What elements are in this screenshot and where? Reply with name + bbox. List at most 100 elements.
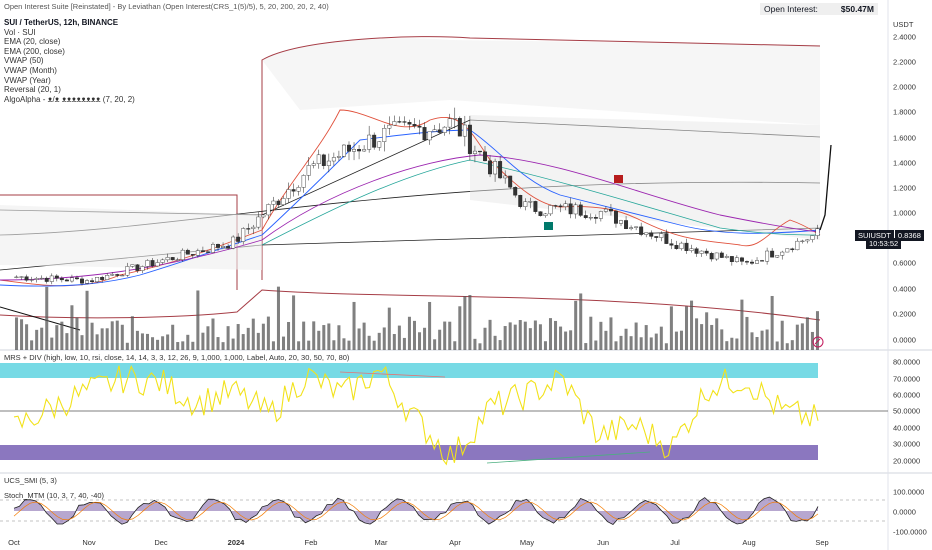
volume-bar [453,341,457,350]
rsi-tick-label: 40.0000 [893,423,921,433]
legend-item[interactable]: Vol · SUI [4,27,36,37]
stoch-pane-title[interactable]: Stoch_MTM (10, 3, 7, 40, -40) [4,491,105,500]
candle-body [674,245,679,249]
stoch-oscillator-fill [14,497,818,525]
volume-bar [740,299,744,350]
volume-bar [659,326,663,350]
volume-bar [171,324,175,350]
trendline-black [0,306,81,331]
volume-bar [357,328,361,350]
y-tick-label: 0.2000 [893,309,916,319]
rsi-pane-title[interactable]: MRS + DIV (high, low, 10, rsi, close, 14… [4,353,350,362]
volume-bar [322,325,326,350]
stoch-tick-label: 100.0000 [893,487,925,497]
candle-body [150,260,155,267]
legend-item[interactable]: EMA (20, close) [4,37,61,47]
candle-body [709,253,714,260]
volume-bar [438,329,442,350]
volume-bar [382,327,386,350]
x-tick-label: Sep [815,538,829,547]
x-tick-label: May [519,538,535,547]
candle-body [422,127,427,141]
volume-bar [191,341,195,350]
candle-body [125,266,130,276]
volume-bar [543,341,547,350]
legend-item[interactable]: VWAP (Year) [4,75,51,85]
candle-body [669,243,674,246]
volume-bar [65,333,69,350]
candle-body [719,252,724,258]
candle-body [684,242,689,251]
candle-body [120,275,125,277]
volume-bar [412,320,416,350]
volume-bar [594,340,598,350]
volume-bar [634,322,638,350]
volume-bar [120,324,124,350]
legend-item[interactable]: Reversal (20, 1) [4,85,61,95]
symbol-title[interactable]: SUI / TetherUS, 12h, BINANCE [4,18,119,27]
candle-body [563,203,568,207]
candle-body [115,274,120,276]
legend-item[interactable]: EMA (200, close) [4,46,65,56]
volume-bar [785,343,789,350]
candle-body [362,149,367,152]
candle-body [100,277,105,280]
volume-bar [196,290,200,350]
volume-bar [710,324,714,350]
volume-bar [669,306,673,350]
candle-body [256,216,261,228]
volume-bar [443,321,447,350]
volume-bar [805,317,809,350]
rsi-tick-label: 50.0000 [893,406,921,416]
y-tick-label: 0.6000 [893,258,916,268]
volume-bars [15,286,819,350]
volume-bar [35,329,39,350]
volume-bar [795,324,799,350]
candle-body [341,144,346,157]
volume-bar [407,316,411,350]
y-tick-label: 2.0000 [893,82,916,92]
volume-bar [392,334,396,350]
candle-body [336,156,341,158]
candle-body [80,278,84,284]
candle-body [241,228,246,242]
legend-item[interactable]: VWAP (50) [4,56,44,66]
candle-body [538,211,543,216]
volume-bar [70,305,74,350]
gray-band [470,115,820,240]
candle-body [261,214,266,218]
volume-bar [156,339,160,350]
candle-body [226,246,231,249]
candle-body [49,275,54,282]
smi-pane-title[interactable]: UCS_SMI (5, 3) [4,476,57,485]
candle-body [714,252,719,260]
legend-item[interactable]: VWAP (Month) [4,65,57,75]
candle-body [135,264,140,271]
volume-bar [327,323,331,350]
candle-body [518,195,523,207]
candle-body [689,248,694,251]
alert-icon[interactable] [812,336,824,348]
volume-bar [604,330,608,350]
candle-body [744,261,749,263]
volume-bar [483,327,487,350]
rsi-tick-label: 80.0000 [893,357,921,367]
price-tag-symbol: SUIUSDT [855,230,894,241]
candle-body [236,236,241,242]
volume-bar [80,335,84,350]
volume-bar [725,341,729,350]
volume-bar [377,332,381,350]
candle-body [316,154,321,164]
open-interest-box: Open Interest: $50.47M [760,3,878,15]
candle-body [815,228,820,236]
candle-body [432,129,437,132]
volume-bar [75,317,79,350]
stoch-tick-label: 0.0000 [893,507,916,517]
volume-bar [815,311,819,350]
candle-body [175,259,180,261]
candle-body [543,213,548,216]
legend-item[interactable]: AlgoAlpha - ᴥ/ᴥ ᴥᴥᴥᴥᴥᴥᴥᴥ (7, 20, 2) [4,94,135,104]
volume-bar [276,286,280,350]
candle-body [29,279,34,281]
